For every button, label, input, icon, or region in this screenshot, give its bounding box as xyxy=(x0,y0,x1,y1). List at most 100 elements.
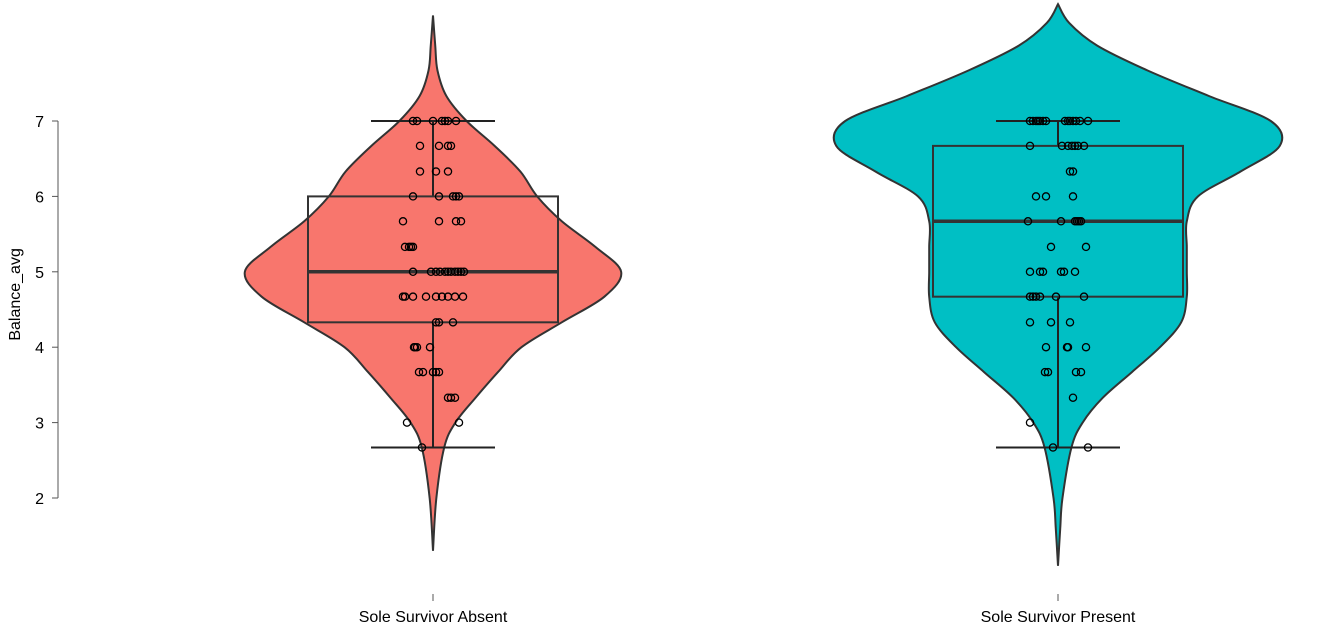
violin-shape xyxy=(243,15,623,551)
data-point xyxy=(451,217,461,226)
data-point xyxy=(1079,141,1089,151)
data-point xyxy=(446,393,456,402)
x-axis: Sole Survivor Absent Sole Survivor Presen… xyxy=(359,594,1136,626)
data-point xyxy=(417,443,427,452)
data-point xyxy=(1057,141,1067,151)
data-point xyxy=(456,217,466,226)
data-point xyxy=(431,318,441,327)
data-point xyxy=(1023,217,1033,226)
data-point xyxy=(1059,267,1069,277)
data-point xyxy=(443,116,453,126)
data-point xyxy=(1070,141,1080,151)
data-point xyxy=(415,167,425,176)
data-point xyxy=(1060,116,1070,126)
data-point xyxy=(408,192,418,201)
data-point xyxy=(412,342,422,352)
data-point xyxy=(400,292,410,301)
data-point xyxy=(1056,267,1066,277)
data-point xyxy=(434,367,444,377)
data-point xyxy=(440,116,450,126)
data-point xyxy=(448,318,458,327)
data-point xyxy=(431,367,441,377)
data-point xyxy=(1081,242,1091,252)
x-tick-label: Sole Survivor Present xyxy=(981,609,1136,626)
data-point xyxy=(1035,267,1045,277)
data-point xyxy=(456,267,466,277)
data-point xyxy=(414,367,424,377)
y-tick-label: 2 xyxy=(35,491,44,508)
data-point xyxy=(1081,342,1091,352)
data-point xyxy=(454,192,464,201)
data-point xyxy=(418,367,428,377)
data-point xyxy=(1025,116,1035,126)
data-point xyxy=(453,267,463,277)
data-point xyxy=(412,116,422,126)
data-point xyxy=(440,267,450,277)
data-point xyxy=(1046,318,1056,327)
data-point xyxy=(1025,318,1035,327)
data-point xyxy=(408,267,418,277)
data-point xyxy=(408,116,418,126)
data-point xyxy=(1025,141,1035,151)
y-axis: 2 3 4 5 6 7 xyxy=(35,114,59,508)
data-point xyxy=(454,418,464,427)
data-point xyxy=(1076,217,1086,226)
violin-shape xyxy=(832,2,1284,566)
data-point xyxy=(1031,292,1041,301)
data-point xyxy=(1038,116,1048,126)
y-tick-label: 7 xyxy=(35,114,44,131)
data-point xyxy=(1071,367,1081,377)
data-point xyxy=(415,141,425,151)
data-point xyxy=(1073,141,1083,151)
data-point xyxy=(398,217,408,226)
data-point xyxy=(1063,342,1073,352)
data-point xyxy=(451,116,461,126)
data-point xyxy=(1068,167,1078,176)
data-point xyxy=(1071,116,1081,126)
data-point xyxy=(1025,418,1035,427)
data-point xyxy=(450,292,460,301)
y-tick-label: 4 xyxy=(35,340,44,357)
data-point xyxy=(421,292,431,301)
data-point xyxy=(435,267,445,277)
data-point xyxy=(1040,367,1050,377)
data-point xyxy=(425,342,435,352)
data-point xyxy=(459,267,469,277)
data-point xyxy=(1025,267,1035,277)
y-tick-label: 5 xyxy=(35,265,44,282)
data-point xyxy=(1075,116,1085,126)
data-point xyxy=(1025,292,1035,301)
data-point xyxy=(1067,141,1077,151)
data-point xyxy=(434,141,444,151)
data-point xyxy=(1068,393,1078,402)
data-point xyxy=(426,267,436,277)
data-point xyxy=(1051,292,1061,301)
data-point xyxy=(1065,167,1075,176)
data-point xyxy=(450,393,460,402)
data-point xyxy=(408,292,418,301)
data-point xyxy=(402,418,412,427)
data-point xyxy=(1079,292,1089,301)
data-point xyxy=(434,217,444,226)
data-point xyxy=(434,318,444,327)
data-point xyxy=(1083,116,1093,126)
data-point xyxy=(1065,116,1075,126)
data-point xyxy=(431,267,441,277)
data-point xyxy=(1035,292,1045,301)
data-point xyxy=(428,367,438,377)
data-point xyxy=(437,292,447,301)
data-point xyxy=(448,192,458,201)
data-point xyxy=(1083,443,1093,452)
violin-group xyxy=(243,15,623,551)
data-point xyxy=(1043,367,1053,377)
data-point xyxy=(428,116,438,126)
data-point xyxy=(446,141,456,151)
data-point xyxy=(450,267,460,277)
y-tick-label: 3 xyxy=(35,416,44,433)
violins xyxy=(243,2,1284,566)
data-point xyxy=(451,192,461,201)
data-point xyxy=(1076,367,1086,377)
x-tick-label: Sole Survivor Absent xyxy=(359,609,508,626)
data-point xyxy=(1041,342,1051,352)
